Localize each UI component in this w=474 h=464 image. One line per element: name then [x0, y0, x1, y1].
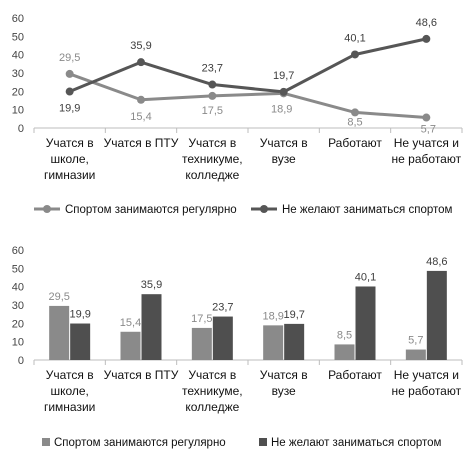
data-point [422, 34, 431, 43]
data-label: 8,5 [347, 116, 362, 128]
category-label: школе, [50, 152, 88, 166]
bar [212, 316, 233, 360]
bar [405, 349, 426, 360]
y-tick-label: 40 [12, 282, 24, 294]
data-label: 17,5 [191, 313, 212, 325]
data-label: 18,9 [271, 103, 292, 115]
legend-label: Спортом занимаются регулярно [54, 437, 226, 449]
category-label: Учатся в [46, 136, 94, 150]
y-tick-label: 60 [12, 13, 24, 25]
y-tick-label: 30 [12, 68, 24, 80]
data-point [351, 108, 359, 117]
y-tick-label: 20 [12, 86, 24, 98]
y-tick-label: 50 [12, 263, 24, 275]
y-tick-label: 50 [12, 31, 24, 43]
category-label: Учатся в [260, 368, 308, 382]
category-label: Работают [328, 136, 382, 150]
data-label: 18,9 [262, 310, 283, 322]
y-tick-label: 20 [12, 318, 24, 330]
data-label: 40,1 [344, 32, 365, 44]
category-label: гимназии [44, 400, 95, 414]
data-point [65, 87, 74, 96]
legend-label: Не желают заниматься спортом [271, 437, 442, 449]
y-tick-label: 40 [12, 50, 24, 62]
legend-swatch-marker [43, 205, 51, 213]
y-tick-label: 30 [12, 300, 24, 312]
data-label: 19,7 [273, 70, 294, 82]
data-label: 15,4 [130, 111, 151, 123]
y-tick-label: 0 [18, 123, 24, 135]
bar [141, 294, 162, 360]
bar [191, 327, 212, 360]
data-label: 35,9 [130, 40, 151, 52]
data-label: 17,5 [202, 105, 223, 117]
data-point [279, 87, 288, 96]
data-label: 15,4 [120, 317, 141, 329]
category-label: Учатся в [188, 368, 236, 382]
data-label: 35,9 [141, 279, 162, 291]
data-label: 8,5 [337, 329, 352, 341]
legend-swatch-box [259, 438, 267, 446]
y-tick-label: 60 [12, 245, 24, 257]
data-label: 48,6 [416, 17, 437, 29]
data-label: 29,5 [48, 291, 69, 303]
legend-swatch-marker [260, 205, 268, 213]
data-label: 19,9 [59, 103, 80, 115]
category-label: техникуме, [182, 384, 243, 398]
data-label: 5,7 [408, 335, 423, 347]
category-label: Работают [328, 368, 382, 382]
y-tick-label: 0 [18, 355, 24, 367]
line-chart: 0 10 20 30 40 50 60 Учатся в школе, гимназии Учатс… [12, 13, 463, 216]
category-label: Учатся в ПТУ [104, 368, 179, 382]
category-label: вузе [272, 384, 296, 398]
data-label: 23,7 [212, 302, 233, 314]
data-label: 23,7 [202, 63, 223, 75]
bar-chart: 0 10 20 30 40 50 60 Учатся в школе, гимназии Учатс… [12, 245, 463, 449]
data-point [65, 69, 74, 78]
category-label: Учатся в [260, 136, 308, 150]
category-label: Не учатся и [394, 368, 459, 382]
bar [355, 286, 376, 360]
data-label: 29,5 [59, 52, 80, 64]
data-point [137, 95, 145, 104]
category-label: не работают [392, 152, 462, 166]
data-point [208, 91, 217, 100]
data-label: 19,9 [69, 309, 90, 321]
data-point [422, 113, 431, 122]
bar [70, 323, 91, 360]
category-label: вузе [272, 152, 296, 166]
data-point [351, 50, 359, 59]
series-line [69, 72, 427, 120]
category-label: гимназии [44, 168, 95, 182]
y-tick-label: 10 [12, 337, 24, 349]
data-label: 19,7 [283, 309, 304, 321]
series-line [69, 37, 427, 94]
category-label: школе, [50, 384, 88, 398]
bar [426, 270, 447, 360]
bar [49, 305, 70, 360]
data-label: 5,7 [421, 124, 436, 136]
category-label: Учатся в [188, 136, 236, 150]
bar [284, 323, 305, 360]
legend-label: Спортом занимаются регулярно [65, 204, 237, 216]
category-label: техникуме, [182, 152, 243, 166]
legend-label: Не желают заниматься спортом [282, 204, 453, 216]
category-label: Не учатся и [394, 136, 459, 150]
bar [120, 331, 141, 360]
category-label: колледже [185, 168, 239, 182]
category-label: Учатся в [46, 368, 94, 382]
data-point [137, 58, 145, 67]
legend-swatch-box [42, 438, 50, 446]
data-point [208, 80, 217, 89]
data-label: 48,6 [426, 256, 447, 268]
bar [263, 325, 284, 360]
y-tick-label: 10 [12, 105, 24, 117]
category-label: колледже [185, 400, 239, 414]
data-label: 40,1 [355, 271, 376, 283]
bar [334, 344, 355, 360]
category-label: Учатся в ПТУ [104, 136, 179, 150]
category-label: не работают [392, 384, 462, 398]
